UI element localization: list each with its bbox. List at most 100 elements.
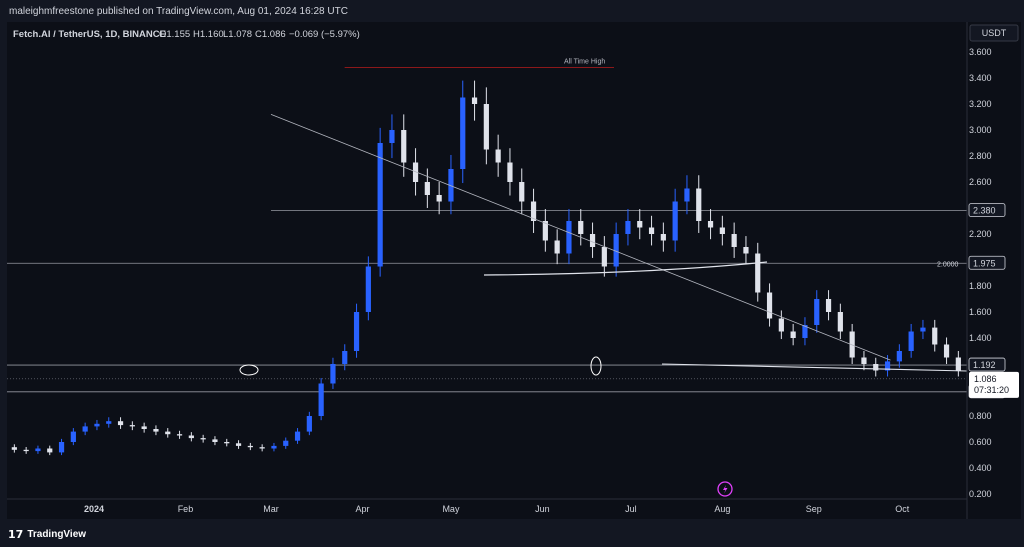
candle-body: [719, 227, 725, 234]
candle-body: [165, 431, 171, 435]
candle-body: [353, 312, 360, 351]
circle-marker: [590, 356, 602, 376]
candle-body: [412, 162, 419, 182]
candle-body: [837, 312, 843, 332]
countdown-value: 07:31:20: [974, 385, 1009, 395]
candle-body: [896, 351, 902, 362]
candle-body: [755, 253, 761, 293]
candle-body: [141, 426, 147, 429]
candle-body: [23, 449, 29, 452]
candle-body: [778, 318, 784, 332]
x-tick-label: Jul: [625, 504, 637, 514]
price-tag-label: 2.380: [973, 206, 996, 216]
y-tick-label: 3.000: [969, 125, 992, 135]
tradingview-logo[interactable]: 17 TradingView: [8, 528, 86, 541]
price-tag-box: [968, 255, 1006, 270]
legend-close: C1.086: [255, 29, 286, 40]
drawn-curve: [483, 261, 768, 276]
y-tick-label: 1.400: [969, 333, 992, 343]
tradingview-brand: TradingView: [27, 529, 87, 540]
candle-body: [365, 266, 371, 312]
lightning-icon[interactable]: [717, 481, 733, 497]
candle-body: [35, 448, 41, 452]
candle-body: [212, 439, 218, 442]
candle-body: [825, 299, 832, 312]
candle-body: [507, 162, 513, 182]
legend-open: O1.155: [159, 29, 190, 40]
candle-body: [589, 234, 596, 247]
y-tick-label: 1.600: [969, 307, 992, 317]
candles: [0, 80, 973, 456]
last-price-tag: 1.086 07:31:20: [969, 371, 1019, 398]
time-axis[interactable]: 2024 Feb Mar Apr May Jun Jul Aug Sep Oct: [84, 504, 910, 514]
candle-body: [306, 416, 312, 432]
candle-body: [802, 325, 808, 338]
candle-body: [188, 435, 194, 439]
candle-body: [530, 201, 537, 221]
candle-body: [200, 438, 206, 440]
published-text: maleighmfreestone published on TradingVi…: [9, 6, 348, 17]
y-tick-label: 0.200: [969, 489, 992, 499]
candle-body: [318, 383, 324, 416]
y-tick-label: 0.600: [969, 437, 992, 447]
candle-body: [861, 357, 867, 364]
candle-body: [153, 429, 159, 432]
drawn-support-curve: [661, 363, 968, 372]
price-chart[interactable]: Fetch.AI / TetherUS, 1D, BINANCE O1.155 …: [0, 22, 1021, 519]
candle-body: [920, 327, 926, 332]
price-scale-panel[interactable]: [967, 22, 1021, 519]
candle-body: [908, 331, 914, 351]
legend-low: L1.078: [223, 29, 252, 40]
currency-box[interactable]: [969, 24, 1019, 42]
candle-body: [129, 425, 135, 427]
x-tick-label: Apr: [355, 504, 369, 514]
x-tick-label: Aug: [714, 504, 730, 514]
candle-body: [625, 221, 631, 234]
candle-body: [766, 292, 773, 319]
candle-body: [117, 421, 124, 426]
price-tag-label: 1.192: [973, 360, 996, 370]
candle-body: [448, 169, 454, 202]
candle-body: [94, 423, 100, 427]
all-time-high-label: All Time High: [564, 59, 605, 66]
chart-area[interactable]: Fetch.AI / TetherUS, 1D, BINANCE O1.155 …: [0, 22, 1021, 519]
descending-trendline: [270, 114, 891, 361]
candle-body: [707, 221, 714, 228]
y-tick-label: 2.800: [969, 151, 992, 161]
x-tick-label: Feb: [178, 504, 194, 514]
candle-body: [955, 357, 961, 371]
candle-body: [601, 247, 607, 267]
candle-body: [483, 104, 489, 150]
price-tag-box: [968, 357, 1006, 372]
x-tick-label: Oct: [895, 504, 910, 514]
legend-change: −0.069 (−5.97%): [289, 29, 360, 40]
price-tag-box: [968, 203, 1006, 218]
candle-body: [389, 130, 395, 143]
candle-body: [790, 331, 796, 338]
candle-body: [471, 97, 478, 104]
candle-body: [259, 447, 265, 449]
y-tick-label: 0.800: [969, 411, 992, 421]
candle-body: [884, 361, 891, 371]
candle-body: [330, 364, 336, 384]
candle-body: [176, 434, 183, 436]
candle-body: [495, 149, 501, 163]
x-tick-label: Jun: [535, 504, 550, 514]
candle-body: [660, 234, 666, 241]
x-tick-label: Mar: [263, 504, 279, 514]
candle-body: [401, 130, 407, 163]
y-tick-label: 3.200: [969, 99, 992, 109]
published-header: maleighmfreestone published on TradingVi…: [0, 0, 1024, 22]
candle-body: [235, 443, 242, 446]
candle-body: [814, 299, 820, 325]
candle-body: [672, 201, 678, 241]
candle-body: [283, 440, 289, 446]
fib-level-label: 2.0000: [937, 261, 959, 268]
tradingview-logo-mark-icon: 17: [8, 528, 24, 541]
y-tick-label: 1.800: [969, 281, 992, 291]
candle-body: [943, 344, 950, 358]
last-price-value: 1.086: [974, 374, 997, 384]
candle-body: [731, 234, 737, 247]
drawings: [239, 67, 968, 376]
y-tick-label: 3.600: [969, 47, 992, 57]
